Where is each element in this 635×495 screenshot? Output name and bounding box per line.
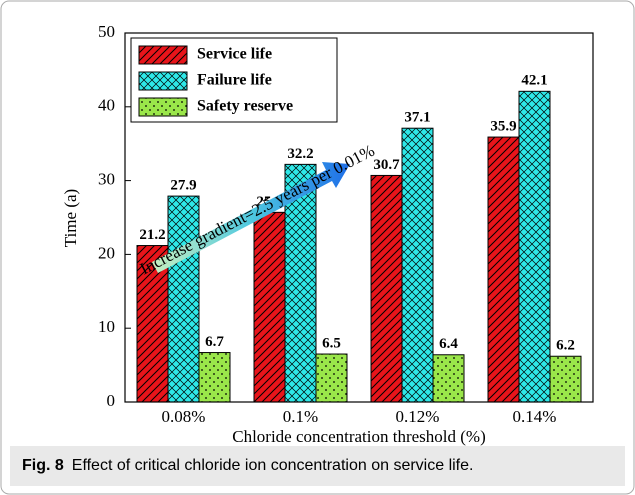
y-tick-label: 40 <box>98 96 115 115</box>
x-tick-label: 0.14% <box>513 407 557 426</box>
legend-label: Failure life <box>197 72 272 89</box>
value-label: 32.2 <box>287 146 313 162</box>
legend-swatch <box>138 45 188 65</box>
y-tick-label: 0 <box>107 391 116 410</box>
plot-frame <box>124 32 594 403</box>
bar <box>136 245 169 403</box>
value-label: 21.2 <box>139 227 165 243</box>
y-axis-label: Time (a) <box>61 189 80 247</box>
y-tick-label: 20 <box>98 243 115 262</box>
value-label: 30.7 <box>373 157 400 173</box>
bar <box>198 352 231 403</box>
caption-label: Fig. 8 <box>22 457 64 474</box>
legend-label: Service life <box>197 46 272 63</box>
trend-arrow <box>152 162 350 273</box>
bar <box>284 163 317 403</box>
value-label: 6.7 <box>205 334 224 350</box>
x-tick-label: 0.12% <box>396 407 440 426</box>
bar <box>487 136 520 403</box>
bar <box>167 195 200 403</box>
value-label: 42.1 <box>521 73 547 89</box>
bar <box>253 211 286 403</box>
value-label: 6.2 <box>556 338 575 354</box>
caption-text: Effect of critical chloride ion concentr… <box>72 457 474 474</box>
x-tick-label: 0.1% <box>283 407 318 426</box>
y-tick-label: 30 <box>98 170 115 189</box>
bar <box>315 353 348 403</box>
legend: Service life Failure life Safety reserve <box>130 37 338 123</box>
plot: 010203040500.08%21.227.96.70.1%25.732.26… <box>98 22 582 426</box>
caption: Fig. 8 Effect of critical chloride ion co… <box>22 457 473 474</box>
legend-swatch <box>138 97 188 117</box>
x-axis-label: Chloride concentration threshold (%) <box>232 427 486 446</box>
bar <box>432 354 465 403</box>
bar <box>549 355 582 403</box>
value-label: 35.9 <box>490 118 516 134</box>
y-tick-label: 50 <box>98 22 115 41</box>
x-tick-label: 0.08% <box>162 407 206 426</box>
bar <box>370 174 403 403</box>
value-label: 6.4 <box>439 336 458 352</box>
value-label: 27.9 <box>170 178 196 194</box>
y-tick-label: 10 <box>98 317 115 336</box>
value-label: 37.1 <box>404 110 430 126</box>
value-label: 6.5 <box>322 335 341 351</box>
caption-band <box>10 446 625 486</box>
legend-label: Safety reserve <box>197 98 293 115</box>
bar <box>401 127 434 403</box>
bar <box>518 90 551 403</box>
legend-swatch <box>138 71 188 91</box>
